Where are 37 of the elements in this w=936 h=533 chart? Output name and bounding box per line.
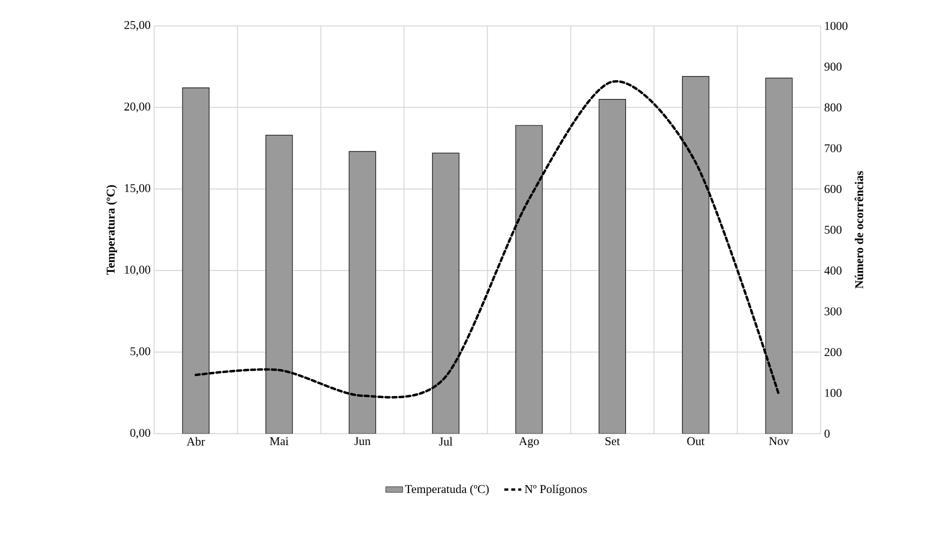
x-tick-label: Out — [687, 437, 704, 446]
y-tick-label: 20,00 — [124, 102, 150, 112]
bar — [598, 98, 626, 434]
y2-tick-label: 800 — [824, 103, 842, 112]
bar — [182, 87, 210, 434]
x-tick-label: Set — [606, 437, 620, 446]
y-tick-label: 5,00 — [130, 347, 150, 357]
y2-axis-title: Número de ocorrências — [854, 170, 864, 288]
y2-tick-label: 200 — [824, 348, 842, 356]
x-tick-label: Nov — [769, 437, 790, 446]
y2-tick-label: 0 — [824, 430, 830, 438]
y2-tick-label: 900 — [824, 62, 842, 71]
y-tick-label: 15,00 — [124, 184, 150, 194]
y-tick-label: 25,00 — [124, 20, 150, 31]
y2-tick-label: 300 — [824, 307, 842, 316]
y2-tick-label: 1000 — [825, 22, 848, 30]
y2-tick-label: 400 — [824, 266, 842, 274]
bar — [765, 78, 793, 434]
y-tick-label: 10,00 — [124, 266, 150, 276]
y-axis-title: Temperatura (ºC) — [106, 185, 118, 275]
y2-tick-label: 100 — [825, 388, 842, 397]
bar — [515, 124, 543, 434]
bar — [432, 152, 460, 434]
y2-tick-label: 500 — [824, 226, 842, 234]
y2-tick-label: 700 — [824, 144, 842, 152]
y2-tick-label: 600 — [824, 184, 842, 193]
legend-label: Temperatuda (ºC) — [405, 484, 489, 496]
bar — [682, 76, 710, 434]
bar — [265, 134, 293, 434]
x-tick-label: Jul — [439, 437, 452, 446]
x-tick-label: Abr — [186, 437, 205, 446]
x-tick-label: Mai — [270, 437, 288, 446]
x-tick-label: Ago — [518, 437, 539, 448]
legend-label: Nº Polígonos — [524, 484, 587, 496]
x-tick-label: Jun — [354, 437, 371, 446]
y-tick-label: 0,00 — [130, 428, 150, 438]
bar — [348, 151, 376, 434]
